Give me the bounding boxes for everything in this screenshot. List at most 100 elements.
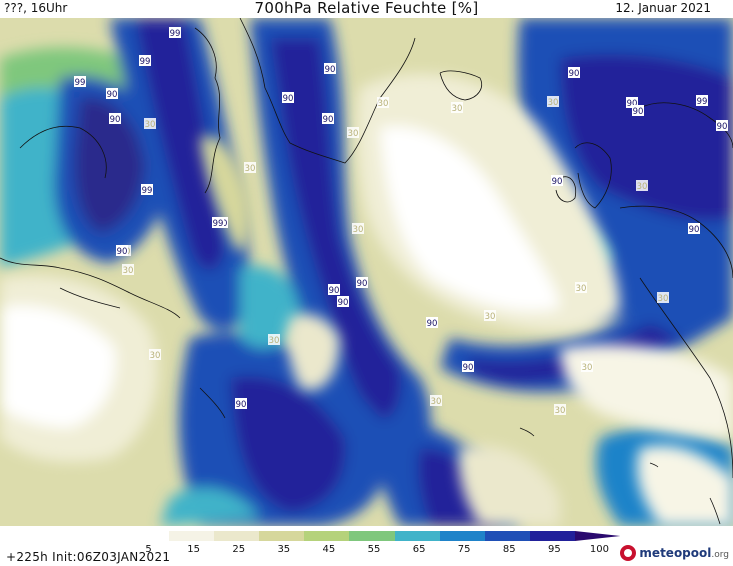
svg-text:30: 30 bbox=[245, 164, 256, 174]
colorbar-segment bbox=[394, 531, 441, 541]
colorbar-tick: 25 bbox=[232, 544, 246, 555]
svg-text:99: 99 bbox=[697, 97, 708, 107]
svg-text:99: 99 bbox=[170, 29, 181, 39]
contour-label-90: 90 bbox=[322, 113, 334, 125]
svg-text:90: 90 bbox=[463, 363, 474, 373]
svg-text:30: 30 bbox=[348, 129, 359, 139]
svg-text:30: 30 bbox=[658, 294, 669, 304]
contour-label-99: 99 bbox=[139, 55, 151, 67]
contour-label-90: 90 bbox=[116, 245, 128, 257]
svg-text:90: 90 bbox=[117, 247, 128, 257]
svg-text:30: 30 bbox=[555, 406, 566, 416]
humidity-map[interactable]: 9999999090309990309990309090309030303090… bbox=[0, 18, 733, 526]
colorbar-segment bbox=[574, 531, 621, 541]
colorbar-tick: 75 bbox=[457, 544, 471, 555]
contour-label-30: 30 bbox=[352, 223, 364, 235]
contour-label-90: 90 bbox=[568, 67, 580, 79]
colorbar-tick: 85 bbox=[502, 544, 516, 555]
contour-label-99: 99 bbox=[212, 217, 224, 229]
contour-label-90: 90 bbox=[426, 317, 438, 329]
svg-text:30: 30 bbox=[269, 336, 280, 346]
colorbar-segment bbox=[349, 531, 396, 541]
contour-label-90: 90 bbox=[282, 92, 294, 104]
contour-label-30: 30 bbox=[657, 292, 669, 304]
contour-label-30: 30 bbox=[347, 127, 359, 139]
contour-label-30: 30 bbox=[451, 102, 463, 114]
svg-text:30: 30 bbox=[582, 363, 593, 373]
svg-text:30: 30 bbox=[145, 120, 156, 130]
svg-text:90: 90 bbox=[110, 115, 121, 125]
contour-label-90: 90 bbox=[551, 175, 563, 187]
svg-text:90: 90 bbox=[323, 115, 334, 125]
contour-label-30: 30 bbox=[636, 180, 648, 192]
colorbar-tick: 100 bbox=[589, 544, 609, 555]
colorbar-tick: 95 bbox=[547, 544, 561, 555]
svg-text:90: 90 bbox=[236, 400, 247, 410]
colorbar-segment bbox=[484, 531, 531, 541]
contour-label-30: 30 bbox=[575, 282, 587, 294]
svg-text:90: 90 bbox=[569, 69, 580, 79]
svg-text:90: 90 bbox=[325, 65, 336, 75]
svg-text:90: 90 bbox=[357, 279, 368, 289]
logo-tld: .org bbox=[711, 550, 729, 560]
svg-text:30: 30 bbox=[452, 104, 463, 114]
header-bar: ???, 16Uhr 700hPa Relative Feuchte [%] 1… bbox=[0, 0, 733, 18]
colorbar-segment bbox=[304, 531, 350, 541]
contour-label-99: 99 bbox=[696, 95, 708, 107]
svg-text:30: 30 bbox=[576, 284, 587, 294]
colorbar-segment bbox=[439, 531, 486, 541]
contour-label-90: 90 bbox=[626, 97, 638, 109]
svg-text:90: 90 bbox=[329, 286, 340, 296]
logo-text: meteopool.org bbox=[639, 546, 729, 560]
svg-text:90: 90 bbox=[627, 99, 638, 109]
colorbar-segment bbox=[124, 531, 170, 541]
contour-label-90: 90 bbox=[356, 277, 368, 289]
map-title: 700hPa Relative Feuchte [%] bbox=[254, 0, 479, 17]
svg-text:30: 30 bbox=[378, 99, 389, 109]
svg-text:30: 30 bbox=[485, 312, 496, 322]
colorbar-tick: 5 bbox=[145, 544, 152, 555]
colorbar-segment bbox=[169, 531, 215, 541]
svg-text:30: 30 bbox=[637, 182, 648, 192]
contour-label-90: 90 bbox=[109, 113, 121, 125]
contour-label-90: 90 bbox=[324, 63, 336, 75]
contour-label-90: 90 bbox=[688, 223, 700, 235]
contour-label-90: 90 bbox=[337, 296, 349, 308]
contour-label-90: 90 bbox=[632, 105, 644, 117]
svg-text:30: 30 bbox=[431, 397, 442, 407]
svg-text:90: 90 bbox=[717, 122, 728, 132]
contour-label-30: 30 bbox=[377, 97, 389, 109]
contour-label-30: 30 bbox=[268, 334, 280, 346]
colorbar-tick: 15 bbox=[187, 544, 200, 555]
legend-area: 5 15 25 35 45 55 65 75 85 95 100 +225h Init:06Z03J… bbox=[0, 526, 733, 566]
contour-label-30: 30 bbox=[554, 404, 566, 416]
svg-text:30: 30 bbox=[548, 98, 559, 108]
svg-text:90: 90 bbox=[689, 225, 700, 235]
contour-label-90: 90 bbox=[328, 284, 340, 296]
meteopool-logo-icon bbox=[620, 545, 637, 561]
contour-label-30: 30 bbox=[149, 349, 161, 361]
dry-zones bbox=[0, 73, 733, 526]
colorbar-segment bbox=[529, 531, 576, 541]
contour-label-99: 99 bbox=[141, 184, 153, 196]
contour-label-30: 30 bbox=[244, 162, 256, 174]
contour-label-99: 99 bbox=[169, 27, 181, 39]
meteopool-logo[interactable]: meteopool.org bbox=[620, 545, 729, 561]
svg-text:99: 99 bbox=[213, 219, 224, 229]
svg-text:99: 99 bbox=[142, 186, 153, 196]
valid-date-label: 12. Januar 2021 bbox=[615, 1, 711, 15]
contour-label-30: 30 bbox=[144, 118, 156, 130]
contour-label-90: 90 bbox=[106, 88, 118, 100]
contour-label-30: 30 bbox=[430, 395, 442, 407]
colorbar-tick: 55 bbox=[367, 544, 381, 555]
svg-text:90: 90 bbox=[107, 90, 118, 100]
colorbar bbox=[124, 531, 621, 541]
contour-label-90: 90 bbox=[716, 120, 728, 132]
valid-time-label: ???, 16Uhr bbox=[4, 1, 68, 15]
contour-label-99: 99 bbox=[74, 76, 86, 88]
contour-label-30: 30 bbox=[547, 96, 559, 108]
contour-label-30: 30 bbox=[122, 264, 134, 276]
svg-text:30: 30 bbox=[353, 225, 364, 235]
svg-text:90: 90 bbox=[633, 107, 644, 117]
svg-text:30: 30 bbox=[123, 266, 134, 276]
